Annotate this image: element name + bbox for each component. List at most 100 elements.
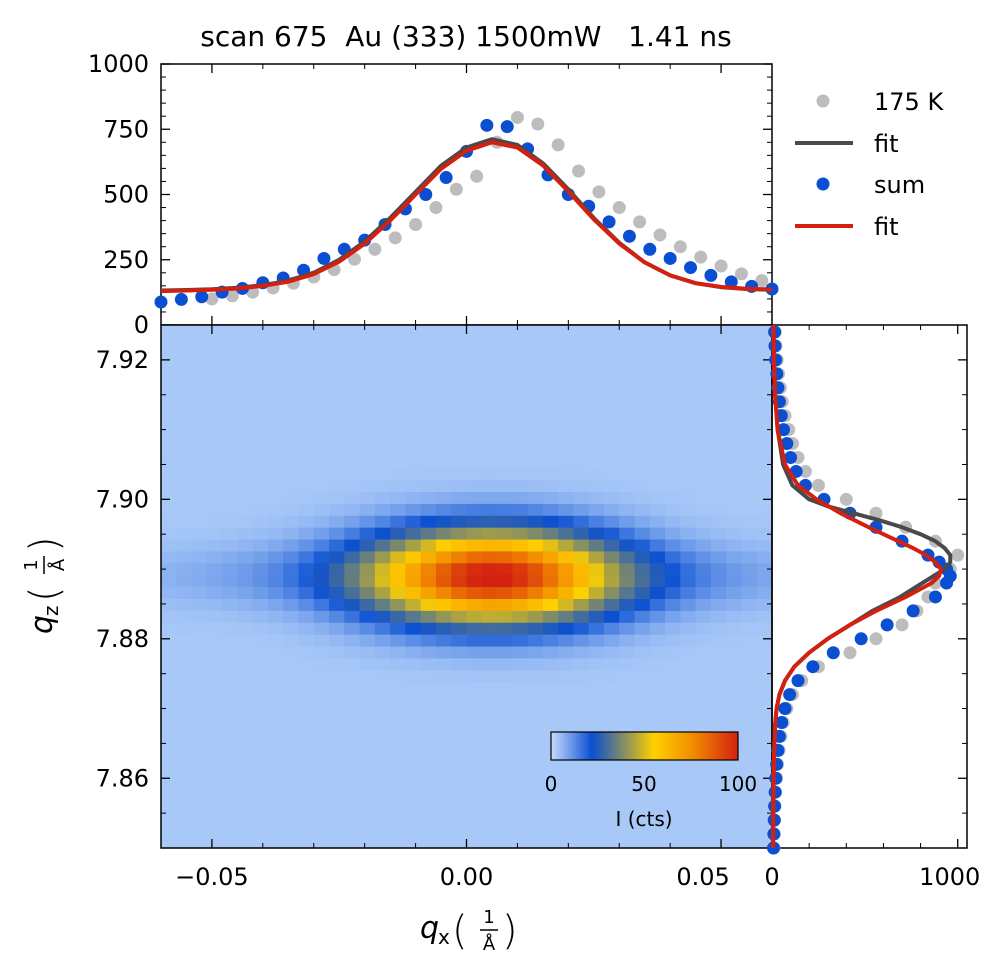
heatmap-cell bbox=[374, 396, 391, 409]
heatmap-cell bbox=[466, 479, 483, 493]
heatmap-cell bbox=[512, 705, 529, 718]
heatmap-cell bbox=[206, 693, 223, 706]
heatmap-cell bbox=[665, 812, 681, 825]
heatmap-cell bbox=[558, 360, 575, 374]
heatmap-cell bbox=[451, 812, 468, 825]
svg-text:q: q bbox=[420, 911, 439, 946]
heatmap-cell bbox=[283, 348, 300, 362]
heatmap-cell bbox=[313, 788, 330, 802]
heatmap-cell bbox=[741, 574, 758, 588]
legend-marker-175K bbox=[816, 94, 830, 108]
right-point-175K bbox=[869, 632, 883, 646]
heatmap-cell bbox=[619, 515, 636, 528]
heatmap-cell bbox=[283, 420, 300, 433]
heatmap-cell bbox=[359, 431, 376, 445]
heatmap-cell bbox=[451, 574, 468, 588]
heatmap-cell bbox=[176, 455, 193, 469]
heatmap-cell bbox=[665, 717, 681, 730]
heatmap-cell bbox=[329, 610, 345, 623]
heatmap-cell bbox=[695, 657, 712, 671]
heatmap-cell bbox=[390, 634, 407, 647]
heatmap-cell bbox=[359, 824, 376, 837]
heatmap-cell bbox=[374, 622, 391, 635]
heatmap-cell bbox=[466, 467, 483, 481]
heatmap-cell bbox=[191, 491, 208, 504]
heatmap-cell bbox=[206, 515, 223, 528]
heatmap-cell bbox=[252, 515, 269, 528]
heatmap-cell bbox=[481, 788, 498, 802]
heatmap-cell bbox=[741, 360, 758, 374]
heatmap-cell bbox=[695, 836, 712, 849]
heatmap-cell bbox=[741, 515, 758, 528]
heatmap-cell bbox=[435, 336, 452, 350]
heatmap-cell bbox=[558, 645, 575, 659]
heatmap-cell bbox=[359, 729, 376, 742]
heatmap-cell bbox=[542, 705, 559, 718]
heatmap-cell bbox=[542, 396, 559, 409]
heatmap-cell bbox=[435, 491, 452, 504]
heatmap-cell bbox=[756, 598, 773, 611]
heatmap-cell bbox=[344, 479, 361, 493]
heatmap-cell bbox=[695, 824, 712, 837]
heatmap-cell bbox=[252, 764, 269, 778]
heatmap-cell bbox=[313, 634, 330, 647]
heatmap-cell bbox=[512, 455, 529, 469]
heatmap-cell bbox=[741, 384, 758, 397]
heatmap-cell bbox=[405, 836, 422, 849]
heatmap-cell bbox=[390, 467, 407, 481]
heatmap-cell bbox=[741, 348, 758, 362]
heatmap-cell bbox=[298, 610, 315, 623]
heatmap-cell bbox=[252, 812, 269, 825]
heatmap-cell bbox=[252, 336, 269, 350]
heatmap-cell bbox=[435, 420, 452, 433]
heatmap-cell bbox=[710, 431, 727, 445]
heatmap-cell bbox=[329, 741, 345, 754]
heatmap-cell bbox=[374, 408, 391, 421]
heatmap-cell bbox=[161, 622, 177, 635]
heatmap-cell bbox=[573, 574, 590, 588]
heatmap-cell bbox=[649, 360, 666, 374]
top-point-sum bbox=[195, 290, 209, 304]
top-point-175K bbox=[225, 289, 239, 303]
heatmap-cell bbox=[313, 348, 330, 362]
heatmap-cell bbox=[359, 503, 376, 516]
right-point-sum bbox=[780, 437, 794, 451]
heatmap-cell bbox=[313, 479, 330, 493]
heatmap-cell bbox=[222, 764, 238, 778]
heatmap-cell bbox=[680, 634, 697, 647]
heatmap-cell bbox=[619, 420, 636, 433]
heatmap-cell bbox=[451, 634, 468, 647]
heatmap-cell bbox=[298, 550, 315, 564]
heatmap-cell bbox=[710, 812, 727, 825]
heatmap-cell bbox=[206, 788, 223, 802]
heatmap-cell bbox=[466, 360, 483, 374]
heatmap-cell bbox=[344, 467, 361, 481]
heatmap-cell bbox=[558, 586, 575, 599]
heatmap-cell bbox=[497, 491, 513, 504]
heatmap-cell bbox=[497, 788, 513, 802]
heatmap-cell bbox=[695, 800, 712, 813]
y-axis-label: q z ( 1 Å ) bbox=[21, 536, 69, 634]
heatmap-cell bbox=[497, 752, 513, 766]
heatmap-cell bbox=[512, 622, 529, 635]
heatmap-cell bbox=[267, 562, 284, 576]
heatmap-cell bbox=[466, 693, 483, 706]
heatmap-cell bbox=[329, 657, 345, 671]
heatmap-cell bbox=[649, 479, 666, 493]
heatmap-cell bbox=[558, 622, 575, 635]
heatmap-cell bbox=[313, 562, 330, 576]
heatmap-cell bbox=[420, 645, 437, 659]
heatmap-cell bbox=[298, 443, 315, 457]
heatmap-cell bbox=[313, 800, 330, 813]
heatmap-cell bbox=[634, 634, 651, 647]
heatmap-cell bbox=[726, 586, 743, 599]
heatmap-cell bbox=[237, 610, 254, 623]
heatmap-cell bbox=[283, 408, 300, 421]
heatmap-cell bbox=[665, 788, 681, 802]
heatmap-cell bbox=[161, 396, 177, 409]
heatmap-cell bbox=[161, 348, 177, 362]
heatmap-cell bbox=[329, 752, 345, 766]
heatmap-cell bbox=[405, 420, 422, 433]
heatmap-cell bbox=[283, 574, 300, 588]
heatmap-cell bbox=[344, 515, 361, 528]
